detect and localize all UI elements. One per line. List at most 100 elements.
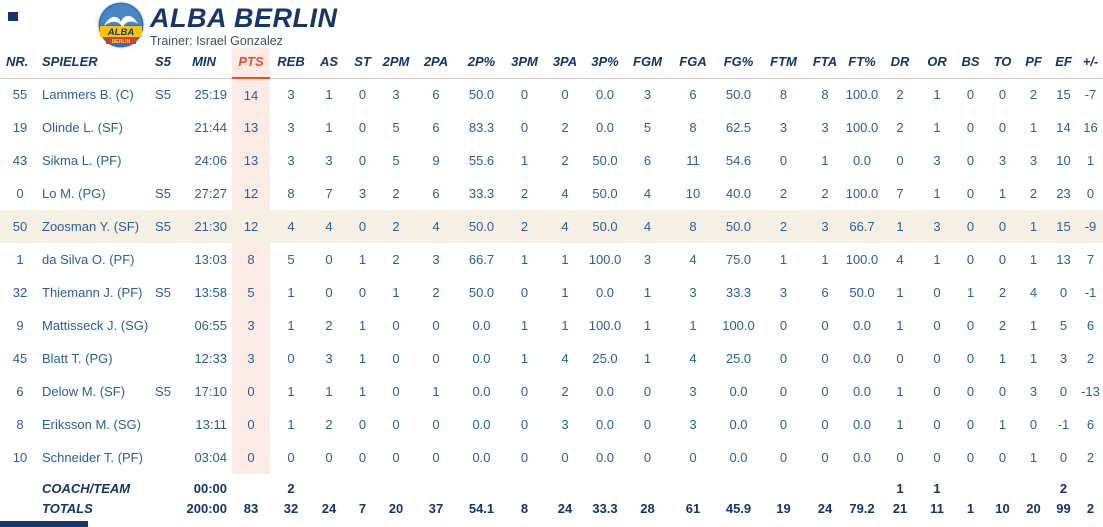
cell-pf: 1 [1029, 252, 1038, 267]
cell-s5 [150, 144, 176, 177]
cell-min: 17:10 [194, 384, 227, 399]
cell-fga: 8 [689, 120, 697, 135]
cell-plus-minus: -1 [1084, 285, 1097, 300]
cell-to: 1 [998, 351, 1007, 366]
cell-2pm: 20 [388, 500, 404, 516]
cell-fga: 3 [689, 417, 697, 432]
cell-plus-minus: 2 [1086, 351, 1095, 366]
cell-dr: 0 [896, 153, 904, 168]
cell-2p-pct: 55.6 [468, 153, 495, 168]
cell-bs: 0 [966, 252, 975, 267]
col-header-dr: DR [880, 48, 920, 79]
cell-bs: 0 [966, 153, 975, 168]
cell-spieler: Eriksson M. (SG) [42, 417, 141, 432]
cell-min: 200:00 [186, 500, 227, 516]
cell-pf: 1 [1029, 318, 1038, 333]
cell-fg-pct: 62.5 [725, 120, 752, 135]
cell-fg-pct: 54.6 [725, 153, 752, 168]
cell-2pm: 0 [392, 351, 400, 366]
cell-reb: 1 [287, 318, 295, 333]
team-name: ALBA BERLIN [150, 3, 338, 33]
cell-2pa [413, 474, 459, 498]
cell-2pa: 2 [432, 285, 440, 300]
cell-2pm: 5 [392, 120, 400, 135]
player-row: 10 Schneider T. (PF) 03:04 0 0 0 0 0 0 0.0 0 0 0.0 0 0… [0, 441, 1103, 474]
cell-dr: 1 [880, 210, 920, 243]
player-row: 9 Mattisseck J. (SG) 06:55 3 1 2 1 0 0 0.0 1 1 100.0… [0, 309, 1103, 342]
cell-bs: 0 [966, 87, 975, 103]
boxscore-table: NR. SPIELER S5 MIN PTS REB AS ST 2PM 2PA 2P% 3PM 3PA… [0, 48, 1103, 518]
cell-3pm: 0 [520, 384, 529, 399]
cell-fga [670, 474, 716, 498]
cell-pts: 83 [243, 500, 259, 516]
cell-to: 0 [998, 384, 1007, 399]
cell-ef: 0 [1059, 384, 1068, 399]
cell-ftm: 2 [761, 210, 806, 243]
logo-alba-text: ALBA [107, 27, 135, 38]
cell-pf: 2 [1029, 87, 1038, 103]
cell-nr: 50 [0, 210, 40, 243]
cell-pts [232, 474, 270, 498]
col-header-st: ST [346, 48, 379, 79]
cell-2pa: 3 [432, 252, 440, 267]
cell-reb: 0 [287, 351, 295, 366]
cell-fgm: 4 [625, 210, 670, 243]
cell-dr: 0 [896, 351, 904, 366]
col-header-2p-pct: 2P% [459, 48, 504, 79]
col-header-fta: FTA [806, 48, 844, 79]
cell-3pa [545, 474, 585, 498]
cell-or: 11 [930, 500, 944, 516]
col-header-nr: NR. [0, 48, 40, 79]
cell-pts: 12 [232, 177, 270, 210]
cell-3pm: 1 [520, 351, 529, 366]
cell-2p-pct: 50.0 [468, 87, 495, 103]
cell-spieler: Blatt T. (PG) [42, 351, 113, 366]
col-header-ft-pct: FT% [844, 48, 880, 79]
cell-fta: 0 [821, 417, 829, 432]
cell-ef: 15 [1049, 210, 1078, 243]
cell-dr: 2 [896, 120, 904, 135]
cell-to: 3 [998, 153, 1007, 168]
cell-2pa: 9 [432, 153, 440, 168]
alba-berlin-logo-icon: ALBA BERLIN [97, 1, 145, 49]
col-header-or: OR [920, 48, 954, 79]
cell-nr: 45 [12, 351, 28, 366]
cell-3p-pct: 0.0 [595, 120, 615, 135]
cell-fga: 3 [689, 285, 697, 300]
cell-ef: 13 [1056, 252, 1071, 267]
cell-fg-pct: 50.0 [716, 210, 761, 243]
col-header-to: TO [987, 48, 1018, 79]
cell-min: 27:27 [194, 186, 227, 201]
cell-fta: 0 [821, 318, 829, 333]
cell-s5 [150, 342, 176, 375]
cell-pf [1018, 474, 1049, 498]
cell-2p-pct: 0.0 [472, 417, 491, 432]
cell-2p-pct: 50.0 [459, 210, 504, 243]
cell-2p-pct: 0.0 [472, 318, 491, 333]
cell-dr: 1 [896, 480, 904, 496]
cell-fgm: 1 [643, 318, 652, 333]
cell-2pm: 3 [392, 87, 400, 103]
cell-3pm: 0 [520, 120, 529, 135]
cell-bs [954, 474, 987, 498]
cell-to: 1 [998, 186, 1007, 201]
cell-2pm: 0 [392, 450, 400, 465]
cell-spieler: Olinde L. (SF) [42, 120, 123, 135]
cell-s5 [150, 309, 176, 342]
cell-reb: 4 [270, 210, 312, 243]
cell-st: 3 [358, 186, 367, 201]
coach-team-row: COACH/TEAM 00:00 2 1 1 2 [0, 474, 1103, 498]
cell-spieler: Lo M. (PG) [42, 186, 106, 201]
cell-st: 0 [358, 153, 367, 168]
cell-or: 0 [933, 351, 941, 366]
cell-min: 12:33 [194, 351, 227, 366]
cell-reb: 1 [287, 285, 295, 300]
cell-2pa: 6 [432, 120, 440, 135]
cell-bs: 1 [966, 285, 975, 300]
cell-fgm: 3 [643, 87, 652, 103]
player-row: 43 Sikma L. (PF) 24:06 13 3 3 0 5 9 55.6 1 2 50.0 6 11… [0, 144, 1103, 177]
cell-pts: 13 [232, 144, 270, 177]
cell-ft-pct: 0.0 [852, 450, 872, 465]
cell-ef: 0 [1059, 450, 1068, 465]
cell-ef: 14 [1056, 120, 1071, 135]
